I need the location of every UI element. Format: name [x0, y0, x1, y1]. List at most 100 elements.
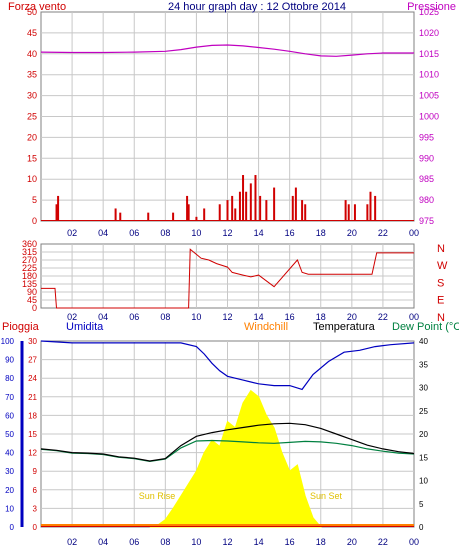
- pressure-tick-label: 1010: [419, 70, 439, 80]
- compass-label: N: [437, 243, 445, 255]
- x-tick-label: 16: [285, 228, 295, 238]
- humidity-line: [40, 340, 415, 391]
- pressure-tick-label: 975: [419, 216, 434, 226]
- x-tick-label: 02: [67, 537, 77, 547]
- compass-label: W: [437, 260, 448, 272]
- humidity-tick-label: 30: [5, 467, 14, 476]
- direction-tick-label: 360: [22, 239, 37, 249]
- x-tick-label: 00: [409, 312, 419, 322]
- tick-labels-layer: 5045403530252015105010251020101510101005…: [1, 7, 448, 547]
- pressure-tick-label: 1015: [419, 49, 439, 59]
- pressure-line: [40, 44, 414, 57]
- compass-label: N: [437, 312, 445, 324]
- wind-tick-label: 25: [27, 112, 37, 122]
- temperature-tick-label: 30: [419, 384, 428, 393]
- x-tick-label: 14: [254, 228, 264, 238]
- direction-tick-label: 90: [27, 287, 37, 297]
- rain-axis-label: Pioggia: [2, 321, 40, 333]
- x-tick-label: 04: [98, 228, 108, 238]
- x-tick-label: 22: [378, 228, 388, 238]
- wind-tick-label: 0: [32, 216, 37, 226]
- x-tick-label: 06: [129, 312, 139, 322]
- x-tick-label: 20: [347, 228, 357, 238]
- wind-tick-label: 20: [27, 132, 37, 142]
- x-tick-label: 18: [316, 312, 326, 322]
- grid-lines: [41, 12, 414, 527]
- wind-tick-label: 5: [32, 195, 37, 205]
- direction-tick-label: 180: [22, 271, 37, 281]
- x-tick-label: 10: [191, 312, 201, 322]
- wind-tick-label: 45: [27, 28, 37, 38]
- series-layer: [40, 44, 415, 527]
- humidity-axis-label: Umidita: [66, 321, 104, 333]
- dewpoint-label: Dew Point (°C: [392, 321, 459, 333]
- humidity-tick-label: 50: [5, 430, 14, 439]
- humidity-tick-label: 90: [5, 356, 14, 365]
- humidity-tick-label: 70: [5, 393, 14, 402]
- humidity-tick-label: 10: [5, 504, 14, 513]
- pressure-axis-label: Pressione: [407, 1, 456, 13]
- temperature-tick-label: 35: [419, 360, 428, 369]
- x-tick-label: 00: [409, 537, 419, 547]
- x-tick-label: 14: [254, 312, 264, 322]
- direction-tick-label: 45: [27, 295, 37, 305]
- x-tick-label: 18: [316, 228, 326, 238]
- humidity-tick-label: 40: [5, 449, 14, 458]
- sunset-label: Sun Set: [310, 491, 343, 501]
- x-tick-label: 08: [160, 537, 170, 547]
- temperature-tick-label: 0: [419, 523, 424, 532]
- x-tick-label: 16: [285, 537, 295, 547]
- wind-tick-label: 50: [27, 7, 37, 17]
- wind-tick-label: 40: [27, 49, 37, 59]
- solar-radiation-area: [149, 389, 322, 528]
- x-tick-label: 12: [222, 537, 232, 547]
- x-tick-label: 22: [378, 312, 388, 322]
- direction-tick-label: 315: [22, 247, 37, 257]
- rain-tick-label: 27: [28, 356, 37, 365]
- rain-tick-label: 24: [28, 374, 37, 383]
- compass-label: S: [437, 277, 444, 289]
- compass-label: E: [437, 295, 444, 307]
- rain-tick-label: 0: [33, 523, 38, 532]
- rain-tick-label: 18: [28, 411, 37, 420]
- pressure-tick-label: 1025: [419, 7, 439, 17]
- x-tick-label: 22: [378, 537, 388, 547]
- humidity-tick-label: 60: [5, 411, 14, 420]
- temperature-tick-label: 40: [419, 337, 428, 346]
- direction-tick-label: 0: [32, 303, 37, 313]
- wind-tick-label: 35: [27, 70, 37, 80]
- x-tick-label: 02: [67, 312, 77, 322]
- wind-axis-label: Forza vento: [8, 1, 66, 13]
- humidity-tick-label: 20: [5, 486, 14, 495]
- rain-tick-label: 3: [33, 504, 38, 513]
- x-tick-label: 10: [191, 228, 201, 238]
- temperature-tick-label: 25: [419, 407, 428, 416]
- wind-tick-label: 15: [27, 153, 37, 163]
- x-tick-label: 02: [67, 228, 77, 238]
- x-tick-label: 00: [409, 228, 419, 238]
- humidity-tick-label: 80: [5, 374, 14, 383]
- x-tick-label: 16: [285, 312, 295, 322]
- humidity-tick-label: 100: [1, 337, 15, 346]
- rain-tick-label: 12: [28, 449, 37, 458]
- chart-title: 24 hour graph day : 12 Ottobre 2014: [168, 1, 346, 13]
- x-tick-label: 04: [98, 537, 108, 547]
- windchill-label: Windchill: [244, 321, 288, 333]
- temperature-tick-label: 10: [419, 477, 428, 486]
- rain-tick-label: 21: [28, 393, 37, 402]
- pressure-tick-label: 1020: [419, 28, 439, 38]
- x-tick-label: 04: [98, 312, 108, 322]
- x-tick-label: 10: [191, 537, 201, 547]
- direction-line: [41, 248, 414, 309]
- sunrise-label: Sun Rise: [139, 491, 176, 501]
- rain-tick-label: 9: [33, 467, 38, 476]
- temperature-label: Temperatura: [313, 321, 376, 333]
- rain-tick-label: 30: [28, 337, 37, 346]
- pressure-tick-label: 990: [419, 153, 434, 163]
- rain-tick-label: 15: [28, 430, 37, 439]
- x-tick-label: 18: [316, 537, 326, 547]
- humidity-tick-label: 0: [10, 523, 15, 532]
- solar-radiation-layer: [149, 389, 322, 528]
- pressure-tick-label: 1005: [419, 91, 439, 101]
